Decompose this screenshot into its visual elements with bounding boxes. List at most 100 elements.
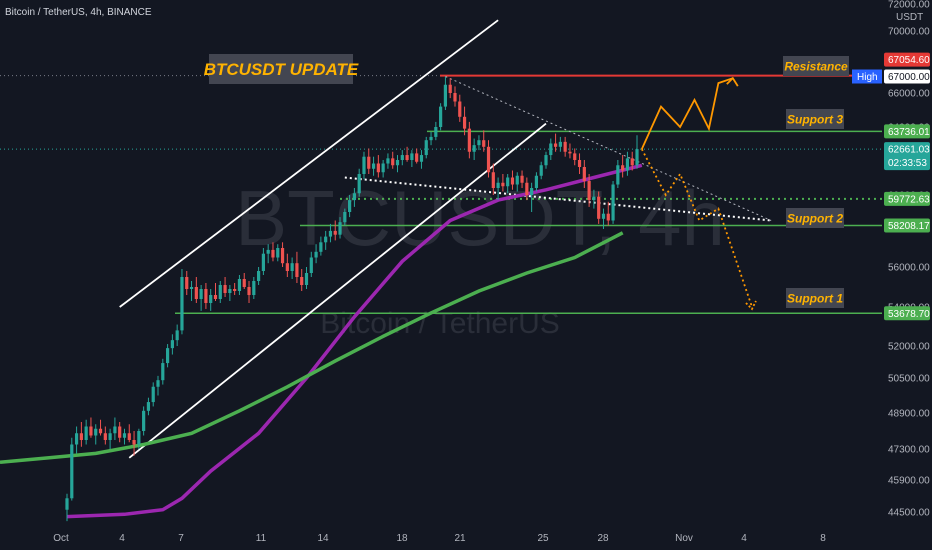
candle-body[interactable]: [448, 84, 452, 93]
candle-body[interactable]: [400, 155, 404, 160]
candle-body[interactable]: [621, 165, 625, 171]
candle-body[interactable]: [348, 200, 352, 212]
channel-upper-line[interactable]: [119, 19, 499, 308]
candle-body[interactable]: [635, 149, 639, 166]
candle-body[interactable]: [601, 213, 606, 219]
candles[interactable]: [65, 76, 639, 522]
candle-body[interactable]: [161, 363, 165, 381]
candle-body[interactable]: [544, 155, 548, 166]
candle-body[interactable]: [606, 213, 610, 221]
candle-body[interactable]: [146, 402, 151, 411]
candle-body[interactable]: [415, 153, 419, 162]
candle-body[interactable]: [611, 184, 615, 221]
candle-body[interactable]: [424, 140, 428, 156]
support-1-label[interactable]: Support 1: [786, 288, 844, 308]
candle-body[interactable]: [89, 426, 93, 436]
candle-body[interactable]: [300, 277, 304, 285]
candle-body[interactable]: [568, 151, 572, 154]
candle-body[interactable]: [625, 158, 630, 171]
candle-body[interactable]: [261, 253, 265, 271]
candle-body[interactable]: [199, 289, 203, 299]
candle-body[interactable]: [472, 145, 476, 152]
candle-body[interactable]: [103, 433, 107, 440]
candle-body[interactable]: [530, 188, 534, 195]
candle-body[interactable]: [419, 155, 424, 162]
candle-body[interactable]: [386, 158, 390, 164]
candle-body[interactable]: [156, 380, 160, 387]
candle-body[interactable]: [324, 236, 328, 243]
candle-body[interactable]: [573, 153, 577, 160]
candle-body[interactable]: [352, 193, 356, 201]
candle-body[interactable]: [180, 277, 184, 331]
candle-body[interactable]: [151, 386, 155, 403]
candle-body[interactable]: [122, 433, 127, 438]
candle-body[interactable]: [137, 431, 141, 445]
wedge-lower-line[interactable]: [344, 176, 772, 222]
candle-body[interactable]: [371, 163, 376, 169]
channel-lower-line[interactable]: [128, 122, 547, 459]
candle-body[interactable]: [314, 251, 318, 258]
candle-body[interactable]: [357, 174, 361, 194]
candle-body[interactable]: [376, 163, 380, 173]
price-axis[interactable]: 44500.00 45900.00 47300.00 48900.00 50500.00…: [852, 0, 932, 550]
candle-body[interactable]: [539, 165, 543, 176]
candle-body[interactable]: [165, 348, 170, 364]
candle-body[interactable]: [367, 156, 371, 169]
candle-body[interactable]: [395, 160, 400, 166]
candle-body[interactable]: [98, 428, 103, 434]
candle-body[interactable]: [477, 140, 481, 146]
candle-body[interactable]: [434, 127, 438, 137]
candle-body[interactable]: [391, 158, 395, 166]
candle-body[interactable]: [333, 230, 337, 235]
candle-body[interactable]: [410, 153, 414, 160]
candle-body[interactable]: [266, 249, 270, 254]
candle-body[interactable]: [204, 289, 208, 303]
candle-body[interactable]: [237, 279, 242, 291]
candle-body[interactable]: [496, 182, 500, 188]
candle-body[interactable]: [597, 196, 601, 219]
candle-body[interactable]: [319, 242, 323, 252]
candle-body[interactable]: [276, 248, 280, 258]
candle-body[interactable]: [108, 433, 112, 440]
candle-body[interactable]: [525, 182, 529, 195]
candle-body[interactable]: [362, 156, 366, 174]
time-axis[interactable]: Oct 4 7 11 14 18 21 25 28 Nov 4 8: [0, 530, 882, 550]
candle-body[interactable]: [328, 230, 333, 237]
candle-body[interactable]: [194, 287, 198, 299]
candle-body[interactable]: [405, 155, 409, 160]
candle-body[interactable]: [132, 440, 136, 445]
candle-body[interactable]: [94, 428, 98, 436]
candle-body[interactable]: [558, 141, 562, 147]
title-label[interactable]: BTCUSDT UPDATE: [204, 54, 359, 84]
candle-body[interactable]: [506, 177, 510, 187]
candle-body[interactable]: [453, 93, 457, 102]
candle-body[interactable]: [142, 410, 146, 431]
wedge-upper-line[interactable]: [445, 76, 772, 221]
candle-body[interactable]: [520, 175, 524, 183]
candle-body[interactable]: [285, 263, 289, 271]
candle-body[interactable]: [467, 128, 471, 152]
candle-body[interactable]: [175, 330, 179, 341]
candle-body[interactable]: [462, 116, 467, 129]
candle-body[interactable]: [218, 285, 222, 299]
support-3-label[interactable]: Support 3: [786, 109, 844, 129]
candle-body[interactable]: [84, 426, 88, 441]
candle-body[interactable]: [587, 181, 591, 201]
candle-body[interactable]: [295, 263, 299, 277]
candle-body[interactable]: [127, 433, 131, 440]
candle-body[interactable]: [213, 295, 218, 299]
candle-body[interactable]: [439, 106, 443, 127]
candle-body[interactable]: [515, 175, 519, 185]
candle-body[interactable]: [290, 263, 294, 271]
candle-body[interactable]: [280, 248, 285, 264]
candle-body[interactable]: [70, 444, 74, 499]
candle-body[interactable]: [534, 175, 539, 188]
candle-body[interactable]: [630, 158, 634, 166]
candle-body[interactable]: [247, 287, 251, 295]
candle-body[interactable]: [170, 340, 174, 349]
candle-body[interactable]: [563, 141, 567, 152]
candle-body[interactable]: [381, 163, 385, 173]
candle-body[interactable]: [74, 433, 79, 445]
candle-body[interactable]: [113, 426, 117, 434]
support-2-label[interactable]: Support 2: [786, 208, 844, 228]
